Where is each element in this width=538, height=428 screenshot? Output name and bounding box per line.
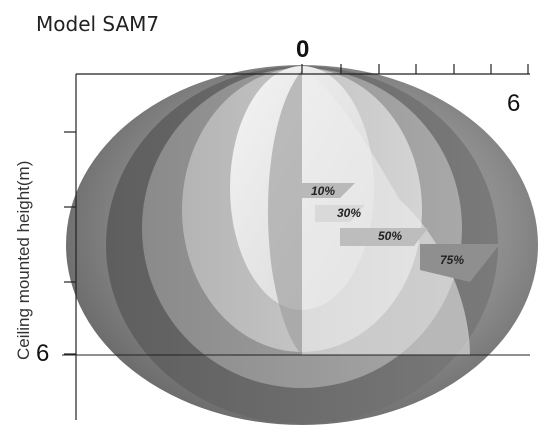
zone-label-10: 10% xyxy=(311,184,335,198)
left-axis-ticks xyxy=(64,131,76,355)
vertical-axis-label: Ceiling mounted height(m) xyxy=(14,160,33,360)
step-75 xyxy=(420,244,500,282)
model-title: Model SAM7 xyxy=(36,12,160,36)
step-30 xyxy=(315,205,365,222)
zone-label-75: 75% xyxy=(440,253,464,267)
cutaway-quadrant xyxy=(302,66,470,355)
step-10 xyxy=(302,183,355,198)
top-axis-start-label: 0 xyxy=(296,36,310,63)
zone-label-50: 50% xyxy=(378,229,402,243)
zone-label-30: 30% xyxy=(337,206,361,220)
core-highlight xyxy=(267,70,302,355)
left-axis-end-label: 6 xyxy=(36,340,50,367)
top-axis-ticks xyxy=(301,64,529,74)
step-50 xyxy=(340,228,428,246)
top-axis-end-label: 6 xyxy=(507,90,521,117)
